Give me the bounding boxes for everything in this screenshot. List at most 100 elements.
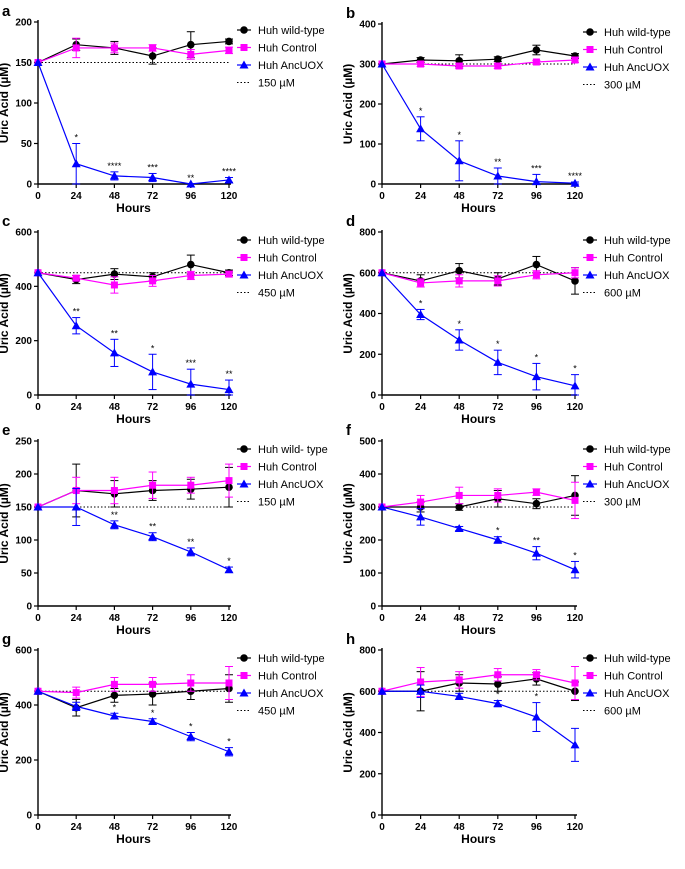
- legend-swatch: [240, 672, 248, 679]
- data-point: [532, 46, 541, 54]
- data-point: [532, 260, 541, 269]
- legend-label: Huh wild- type: [258, 444, 328, 456]
- legend-item: 450 µM: [237, 288, 295, 300]
- y-tick-label: 150: [15, 58, 32, 69]
- x-tick-label: 48: [109, 191, 121, 202]
- data-point: [417, 279, 425, 287]
- legend-label: Huh Control: [604, 462, 663, 474]
- significance-label: **: [225, 369, 233, 379]
- y-tick-label: 400: [359, 309, 376, 320]
- y-tick-label: 50: [21, 139, 33, 150]
- significance-label: **: [533, 536, 541, 546]
- legend-item: 450 µM: [237, 706, 295, 718]
- legend-swatch: [585, 270, 595, 279]
- y-tick-label: 0: [370, 602, 376, 613]
- series-line: [37, 47, 230, 64]
- x-tick-label: 120: [567, 191, 584, 202]
- x-tick-label: 120: [221, 402, 238, 413]
- data-point: [225, 46, 233, 54]
- x-tick-label: 72: [492, 191, 504, 202]
- legend-item: Huh wild-type: [583, 444, 671, 456]
- significance-label: ****: [107, 161, 122, 171]
- x-tick-label: 72: [492, 402, 504, 413]
- legend-swatch: [586, 672, 594, 679]
- y-tick-label: 400: [15, 282, 32, 293]
- data-point: [148, 690, 157, 698]
- legend-label: 600 µM: [604, 288, 641, 300]
- x-tick-label: 120: [221, 613, 238, 624]
- x-tick-label: 48: [454, 613, 466, 624]
- legend-label: Huh AncUOX: [604, 270, 670, 282]
- significance-label: *: [496, 526, 500, 536]
- significance-label: *: [457, 319, 461, 329]
- x-tick-label: 72: [147, 191, 159, 202]
- x-tick-label: 96: [531, 191, 543, 202]
- y-tick-label: 600: [359, 268, 376, 279]
- legend-item: Huh Control: [237, 43, 317, 55]
- legend-label: Huh wild-type: [258, 653, 325, 665]
- x-tick-label: 96: [531, 613, 543, 624]
- legend-item: 300 µM: [583, 80, 641, 92]
- data-point: [455, 676, 463, 684]
- legend-item: Huh wild-type: [583, 653, 671, 665]
- series-line: [37, 486, 230, 508]
- y-tick-label: 200: [359, 536, 376, 547]
- significance-label: **: [187, 173, 195, 183]
- data-point: [532, 271, 540, 279]
- legend-label: Huh wild-type: [258, 25, 325, 37]
- y-axis-title: Uric Acid (µM): [0, 63, 11, 143]
- series-line: [381, 674, 576, 692]
- significance-label: ***: [186, 358, 197, 368]
- series-line: [381, 263, 576, 282]
- y-tick-label: 200: [359, 100, 376, 111]
- series-line: [381, 272, 576, 284]
- significance-label: **: [111, 328, 119, 338]
- data-point: [110, 281, 118, 289]
- data-point: [187, 271, 195, 279]
- significance-label: ***: [531, 163, 542, 173]
- series-huh-ancuox: [377, 268, 580, 396]
- data-point: [72, 274, 80, 282]
- data-point: [416, 512, 426, 521]
- series-line: [37, 272, 230, 286]
- significance-label: *: [151, 708, 155, 718]
- x-axis-title: Hours: [116, 832, 151, 846]
- series-line: [37, 480, 230, 508]
- data-point: [110, 44, 118, 52]
- legend-swatch: [586, 254, 594, 261]
- data-point: [377, 59, 387, 68]
- data-point: [454, 335, 464, 344]
- x-tick-label: 72: [147, 822, 159, 833]
- y-tick-label: 800: [359, 646, 376, 657]
- x-axis-title: Hours: [461, 623, 496, 637]
- legend-swatch: [240, 445, 248, 453]
- data-point: [570, 740, 580, 749]
- data-point: [71, 701, 81, 710]
- x-tick-label: 24: [71, 822, 83, 833]
- legend-swatch: [240, 26, 248, 34]
- legend-item: Huh wild-type: [237, 25, 325, 37]
- series-huh-control: [378, 481, 579, 520]
- panel-letter: c: [2, 213, 10, 230]
- x-tick-label: 24: [71, 613, 83, 624]
- legend-label: Huh Control: [258, 43, 317, 55]
- series-huh-control: [378, 56, 579, 70]
- data-point: [455, 491, 463, 499]
- data-point: [225, 270, 233, 278]
- data-point: [224, 385, 234, 394]
- x-tick-label: 72: [492, 613, 504, 624]
- x-tick-label: 120: [567, 822, 584, 833]
- data-point: [149, 277, 157, 285]
- data-point: [148, 173, 158, 182]
- data-point: [494, 55, 502, 63]
- series-line: [381, 506, 576, 571]
- significance-label: *: [535, 352, 539, 362]
- x-tick-label: 0: [379, 822, 385, 833]
- series-huh-control: [34, 463, 233, 511]
- data-point: [417, 678, 425, 686]
- y-tick-label: 200: [15, 756, 32, 767]
- x-tick-label: 24: [71, 402, 83, 413]
- series-line: [381, 49, 576, 65]
- legend-item: Huh Control: [237, 462, 317, 474]
- y-tick-label: 600: [15, 646, 32, 657]
